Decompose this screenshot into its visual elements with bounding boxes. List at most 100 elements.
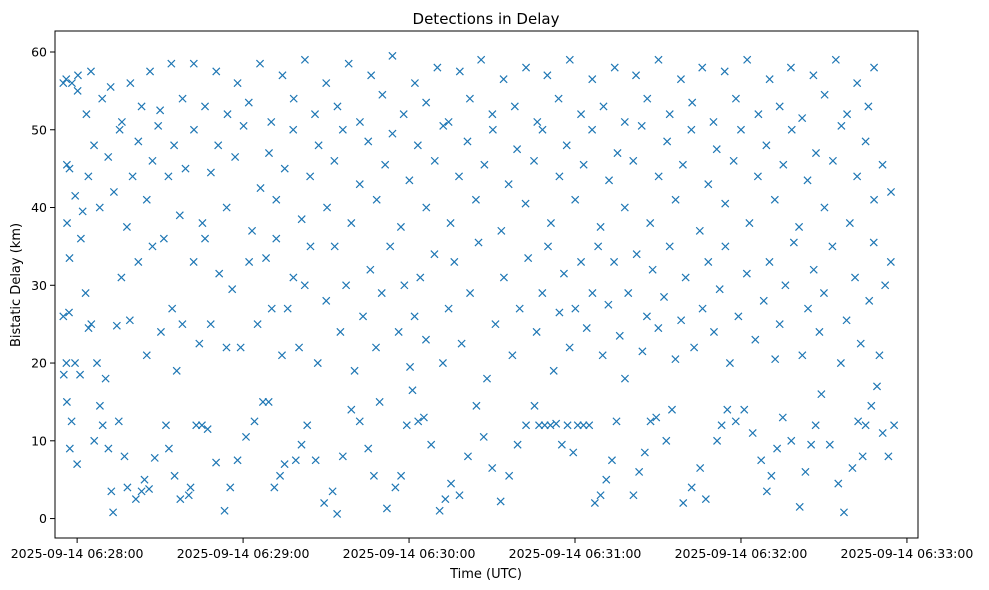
data-point — [203, 425, 212, 434]
data-point — [447, 479, 456, 488]
data-point — [723, 405, 732, 414]
data-point — [245, 257, 254, 266]
data-point — [820, 203, 829, 212]
data-point — [405, 176, 414, 185]
data-point — [715, 285, 724, 294]
data-point — [820, 90, 829, 99]
data-point — [585, 421, 594, 430]
data-point — [795, 502, 804, 511]
data-point — [359, 312, 368, 321]
data-point — [482, 374, 492, 383]
data-point — [577, 257, 586, 266]
data-point — [150, 453, 159, 462]
data-point — [450, 257, 459, 266]
data-point — [865, 296, 874, 305]
data-point — [276, 471, 285, 480]
data-point — [195, 339, 204, 348]
data-point — [297, 215, 306, 224]
data-point — [322, 296, 331, 305]
data-point — [620, 117, 629, 127]
data-point — [291, 456, 300, 465]
data-point — [422, 98, 431, 107]
data-point — [344, 59, 353, 68]
data-point — [543, 71, 552, 80]
data-point — [430, 250, 439, 259]
data-point — [864, 102, 873, 111]
data-point — [378, 90, 387, 99]
data-point — [610, 257, 619, 266]
data-point — [610, 63, 619, 72]
data-point — [277, 351, 287, 360]
data-point — [367, 71, 376, 80]
data-point — [632, 250, 641, 259]
x-axis-label: Time (UTC) — [449, 567, 522, 582]
data-point — [181, 164, 190, 173]
data-point — [140, 475, 149, 484]
data-point — [529, 156, 539, 165]
data-point — [73, 86, 82, 95]
data-point — [499, 273, 508, 282]
data-point — [853, 79, 862, 88]
data-point — [809, 265, 818, 274]
data-point — [870, 195, 879, 204]
data-point — [704, 180, 713, 189]
data-point — [76, 234, 85, 243]
data-point — [767, 471, 776, 480]
data-point — [131, 495, 140, 504]
data-point — [381, 160, 390, 169]
data-point — [588, 125, 597, 134]
data-point — [472, 401, 481, 410]
data-point — [303, 421, 312, 430]
data-point — [811, 421, 820, 430]
data-point — [87, 320, 96, 329]
data-point — [197, 421, 206, 430]
data-point — [559, 269, 568, 278]
data-point — [73, 460, 82, 469]
data-point — [201, 234, 210, 243]
data-point — [803, 176, 812, 185]
data-point — [231, 152, 240, 161]
data-point — [112, 321, 121, 330]
data-point — [471, 195, 480, 204]
data-point — [676, 75, 685, 84]
data-point — [540, 421, 549, 430]
data-point — [170, 471, 179, 480]
data-point — [145, 484, 154, 494]
data-point — [164, 444, 173, 453]
data-point — [377, 289, 386, 298]
data-point — [786, 63, 795, 72]
data-point — [598, 351, 607, 360]
data-point — [594, 242, 603, 251]
x-tick-label: 2025-09-14 06:30:00 — [343, 546, 476, 561]
data-point — [775, 102, 784, 111]
data-point — [599, 102, 608, 111]
data-point — [272, 234, 281, 243]
data-point — [347, 405, 356, 414]
data-point — [446, 219, 455, 228]
data-point — [178, 94, 187, 103]
data-point — [713, 436, 722, 445]
data-point — [554, 94, 563, 103]
data-point — [397, 471, 406, 480]
data-point — [330, 242, 339, 251]
y-tick-label: 50 — [31, 122, 47, 137]
data-point — [146, 67, 155, 76]
data-point — [773, 444, 782, 453]
data-point — [330, 156, 339, 165]
data-point — [270, 483, 279, 492]
x-axis: 2025-09-14 06:28:00 2025-09-14 06:29:00 20… — [11, 538, 973, 561]
data-point — [681, 273, 690, 282]
data-point — [441, 495, 450, 504]
data-point — [419, 413, 428, 422]
data-point — [499, 75, 508, 84]
data-point — [64, 308, 74, 317]
data-point — [134, 137, 143, 146]
data-point — [602, 475, 611, 484]
data-point — [320, 498, 329, 508]
data-point — [762, 487, 771, 496]
data-point — [117, 117, 126, 127]
data-point — [687, 483, 696, 492]
data-point — [579, 421, 588, 430]
data-point — [67, 417, 76, 426]
data-point — [189, 59, 198, 68]
